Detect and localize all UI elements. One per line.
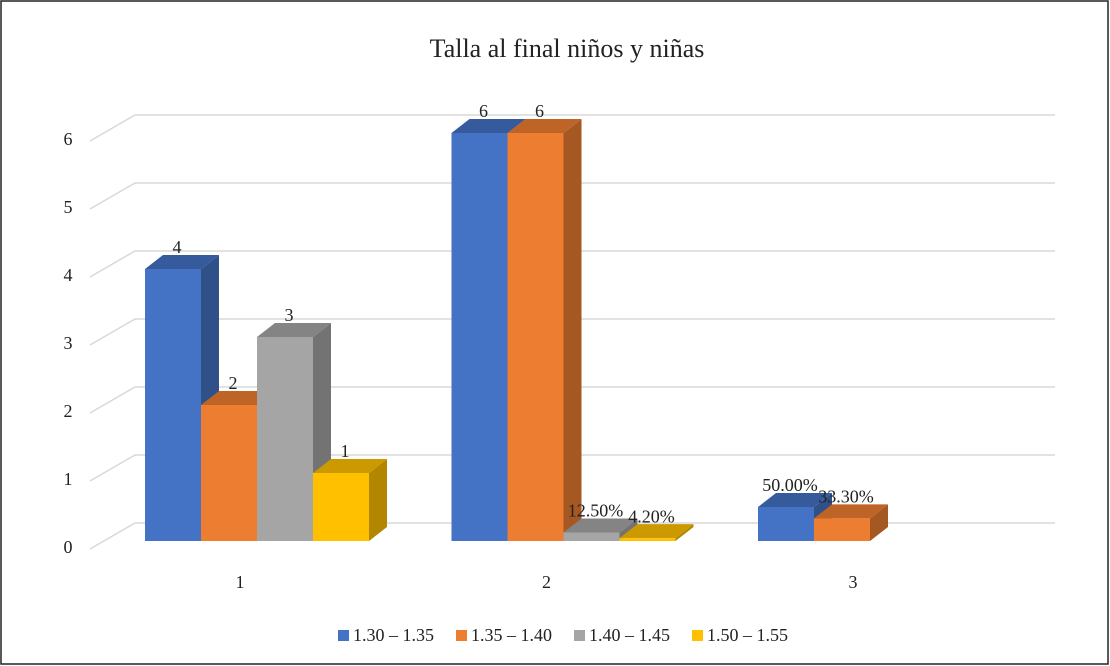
bar-front <box>313 473 369 541</box>
bar-side <box>369 459 387 541</box>
legend-swatch <box>574 630 585 641</box>
x-tick-label: 1 <box>236 572 245 592</box>
data-label: 4.20% <box>628 506 675 526</box>
data-label: 6 <box>479 101 488 121</box>
bar-top <box>257 323 331 337</box>
y-tick-label: 4 <box>64 265 73 285</box>
y-tick-label: 6 <box>64 129 73 149</box>
bar-front <box>814 518 870 541</box>
bar-top <box>451 119 526 133</box>
data-label: 2 <box>229 373 238 393</box>
chart-title: Talla al final niños y niñas <box>430 34 705 63</box>
data-label: 4 <box>173 237 182 257</box>
grid-line <box>89 522 1055 550</box>
bar-front <box>619 538 676 541</box>
grid-line <box>89 454 1055 482</box>
x-tick-label: 3 <box>849 572 858 592</box>
bar <box>507 119 582 541</box>
data-label: 12.50% <box>568 501 624 521</box>
bar <box>313 459 387 541</box>
legend-swatch <box>456 630 467 641</box>
data-label: 3 <box>285 305 294 325</box>
legend-swatch <box>338 630 349 641</box>
legend-swatch <box>692 630 703 641</box>
bar-top <box>814 504 888 519</box>
bar-side <box>563 119 582 541</box>
y-tick-label: 5 <box>64 197 73 217</box>
x-tick-label: 2 <box>542 572 551 592</box>
bar-front <box>758 507 814 541</box>
bar-top <box>619 524 694 539</box>
bar-top <box>201 391 275 405</box>
bar-front <box>507 133 564 541</box>
bar-top <box>313 459 387 473</box>
grid-line <box>89 182 1055 210</box>
bar-top <box>145 255 219 269</box>
bar-top <box>563 518 638 533</box>
bar-side <box>675 524 694 541</box>
data-label: 6 <box>535 101 544 121</box>
bar-front <box>257 337 313 541</box>
legend-label: 1.30 – 1.35 <box>353 625 434 645</box>
data-label: 33.30% <box>818 486 874 506</box>
legend-label: 1.35 – 1.40 <box>471 625 552 645</box>
bar-front <box>563 532 620 541</box>
data-label: 50.00% <box>762 475 818 495</box>
y-tick-label: 2 <box>64 401 73 421</box>
legend-label: 1.40 – 1.45 <box>589 625 670 645</box>
bar-front <box>145 269 201 541</box>
bar <box>619 524 694 541</box>
legend-label: 1.50 – 1.55 <box>707 625 788 645</box>
bar-top <box>758 493 832 507</box>
y-tick-label: 3 <box>64 333 73 353</box>
y-tick-label: 1 <box>64 469 73 489</box>
bar-top <box>507 119 582 133</box>
bar <box>257 323 331 541</box>
grid-line <box>89 114 1055 142</box>
data-label: 1 <box>341 441 350 461</box>
bar-side <box>870 504 888 541</box>
grid-line <box>89 386 1055 414</box>
bar-front <box>451 133 508 541</box>
bar <box>814 504 888 541</box>
legend: 1.30 – 1.35 1.35 – 1.40 1.40 – 1.45 1.50 – … <box>338 625 788 645</box>
grid-line <box>89 318 1055 346</box>
bar-front <box>201 405 257 541</box>
grid-line <box>89 250 1055 278</box>
y-tick-label: 0 <box>64 537 73 557</box>
